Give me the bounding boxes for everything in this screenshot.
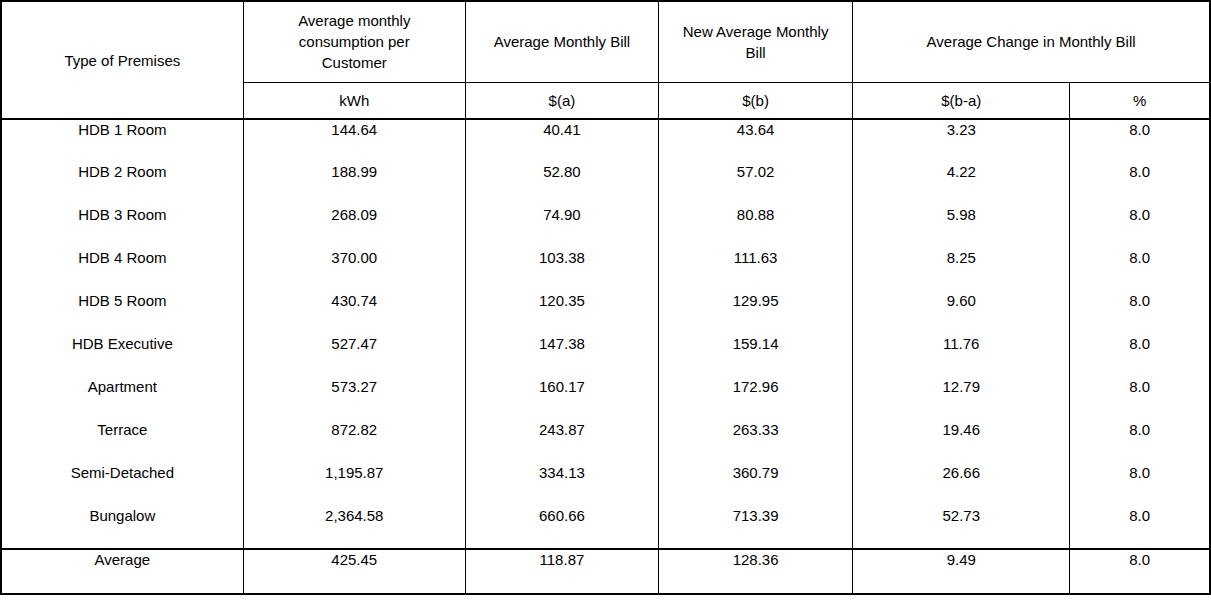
cell-average-change-percent: 8.0 [1070,549,1210,594]
cell-bill-a: 243.87 [465,420,658,463]
cell-bill-a: 334.13 [465,463,658,506]
col-header-average-monthly-bill: Average Monthly Bill [465,1,658,82]
cell-premises: HDB 3 Room [1,205,243,248]
table-row: HDB 5 Room430.74120.35129.959.608.0 [1,291,1210,334]
cell-change-percent: 8.0 [1070,506,1210,549]
cell-kwh: 872.82 [243,420,465,463]
cell-bill-b: 80.88 [659,205,853,248]
cell-average-change-amount: 9.49 [853,549,1070,594]
cell-bill-b: 360.79 [659,463,853,506]
cell-change-percent: 8.0 [1070,377,1210,420]
cell-premises: Semi-Detached [1,463,243,506]
cell-average-label: Average [1,549,243,594]
cell-change-amount: 19.46 [853,420,1070,463]
cell-change-percent: 8.0 [1070,162,1210,205]
cell-bill-a: 74.90 [465,205,658,248]
cell-average-kwh: 425.45 [243,549,465,594]
table-row: Apartment573.27160.17172.9612.798.0 [1,377,1210,420]
table-row: HDB 1 Room144.6440.4143.643.238.0 [1,119,1210,162]
cell-change-percent: 8.0 [1070,205,1210,248]
cell-bill-a: 147.38 [465,334,658,377]
cell-change-amount: 8.25 [853,248,1070,291]
cell-change-amount: 11.76 [853,334,1070,377]
unit-dollar-b-minus-a: $(b-a) [853,82,1070,119]
table-row: Bungalow2,364.58660.66713.3952.738.0 [1,506,1210,549]
cell-premises: HDB Executive [1,334,243,377]
col-header-consumption: Average monthly consumption per Customer [243,1,465,82]
cell-bill-a: 160.17 [465,377,658,420]
cell-kwh: 430.74 [243,291,465,334]
unit-percent: % [1070,82,1210,119]
cell-kwh: 144.64 [243,119,465,162]
cell-change-amount: 9.60 [853,291,1070,334]
premises-bill-table: Type of Premises Average monthly consump… [0,0,1211,595]
cell-bill-b: 713.39 [659,506,853,549]
col-header-new-average-monthly-bill: New Average Monthly Bill [659,1,853,82]
cell-bill-b: 129.95 [659,291,853,334]
header-row-main: Type of Premises Average monthly consump… [1,1,1210,82]
cell-average-bill-a: 118.87 [465,549,658,594]
cell-bill-a: 40.41 [465,119,658,162]
cell-kwh: 527.47 [243,334,465,377]
cell-premises: Apartment [1,377,243,420]
cell-premises: HDB 4 Room [1,248,243,291]
cell-bill-b: 111.63 [659,248,853,291]
cell-bill-a: 120.35 [465,291,658,334]
cell-premises: HDB 1 Room [1,119,243,162]
cell-change-percent: 8.0 [1070,463,1210,506]
unit-kwh: kWh [243,82,465,119]
table-row: HDB 3 Room268.0974.9080.885.988.0 [1,205,1210,248]
cell-kwh: 573.27 [243,377,465,420]
cell-bill-a: 660.66 [465,506,658,549]
cell-bill-b: 43.64 [659,119,853,162]
table-row: Terrace872.82243.87263.3319.468.0 [1,420,1210,463]
cell-bill-b: 57.02 [659,162,853,205]
cell-change-percent: 8.0 [1070,119,1210,162]
document-page: Type of Premises Average monthly consump… [0,0,1211,602]
cell-premises: HDB 5 Room [1,291,243,334]
cell-kwh: 370.00 [243,248,465,291]
table-row: HDB 2 Room188.9952.8057.024.228.0 [1,162,1210,205]
cell-premises: HDB 2 Room [1,162,243,205]
unit-dollar-a: $(a) [465,82,658,119]
cell-change-amount: 52.73 [853,506,1070,549]
cell-change-percent: 8.0 [1070,248,1210,291]
cell-premises: Bungalow [1,506,243,549]
cell-change-percent: 8.0 [1070,420,1210,463]
cell-change-percent: 8.0 [1070,334,1210,377]
cell-kwh: 268.09 [243,205,465,248]
cell-premises: Terrace [1,420,243,463]
cell-kwh: 1,195.87 [243,463,465,506]
cell-change-percent: 8.0 [1070,291,1210,334]
unit-dollar-b: $(b) [659,82,853,119]
cell-bill-a: 103.38 [465,248,658,291]
cell-change-amount: 4.22 [853,162,1070,205]
col-header-average-change: Average Change in Monthly Bill [853,1,1210,82]
table-row: HDB Executive527.47147.38159.1411.768.0 [1,334,1210,377]
table-body: HDB 1 Room144.6440.4143.643.238.0HDB 2 R… [1,119,1210,549]
cell-kwh: 188.99 [243,162,465,205]
cell-change-amount: 5.98 [853,205,1070,248]
cell-bill-b: 172.96 [659,377,853,420]
cell-kwh: 2,364.58 [243,506,465,549]
table-row: Semi-Detached1,195.87334.13360.7926.668.… [1,463,1210,506]
average-row: Average 425.45 118.87 128.36 9.49 8.0 [1,549,1210,594]
cell-change-amount: 12.79 [853,377,1070,420]
cell-change-amount: 3.23 [853,119,1070,162]
cell-average-bill-b: 128.36 [659,549,853,594]
cell-change-amount: 26.66 [853,463,1070,506]
cell-bill-b: 263.33 [659,420,853,463]
col-header-type-of-premises: Type of Premises [1,1,243,119]
cell-bill-b: 159.14 [659,334,853,377]
cell-bill-a: 52.80 [465,162,658,205]
table-row: HDB 4 Room370.00103.38111.638.258.0 [1,248,1210,291]
